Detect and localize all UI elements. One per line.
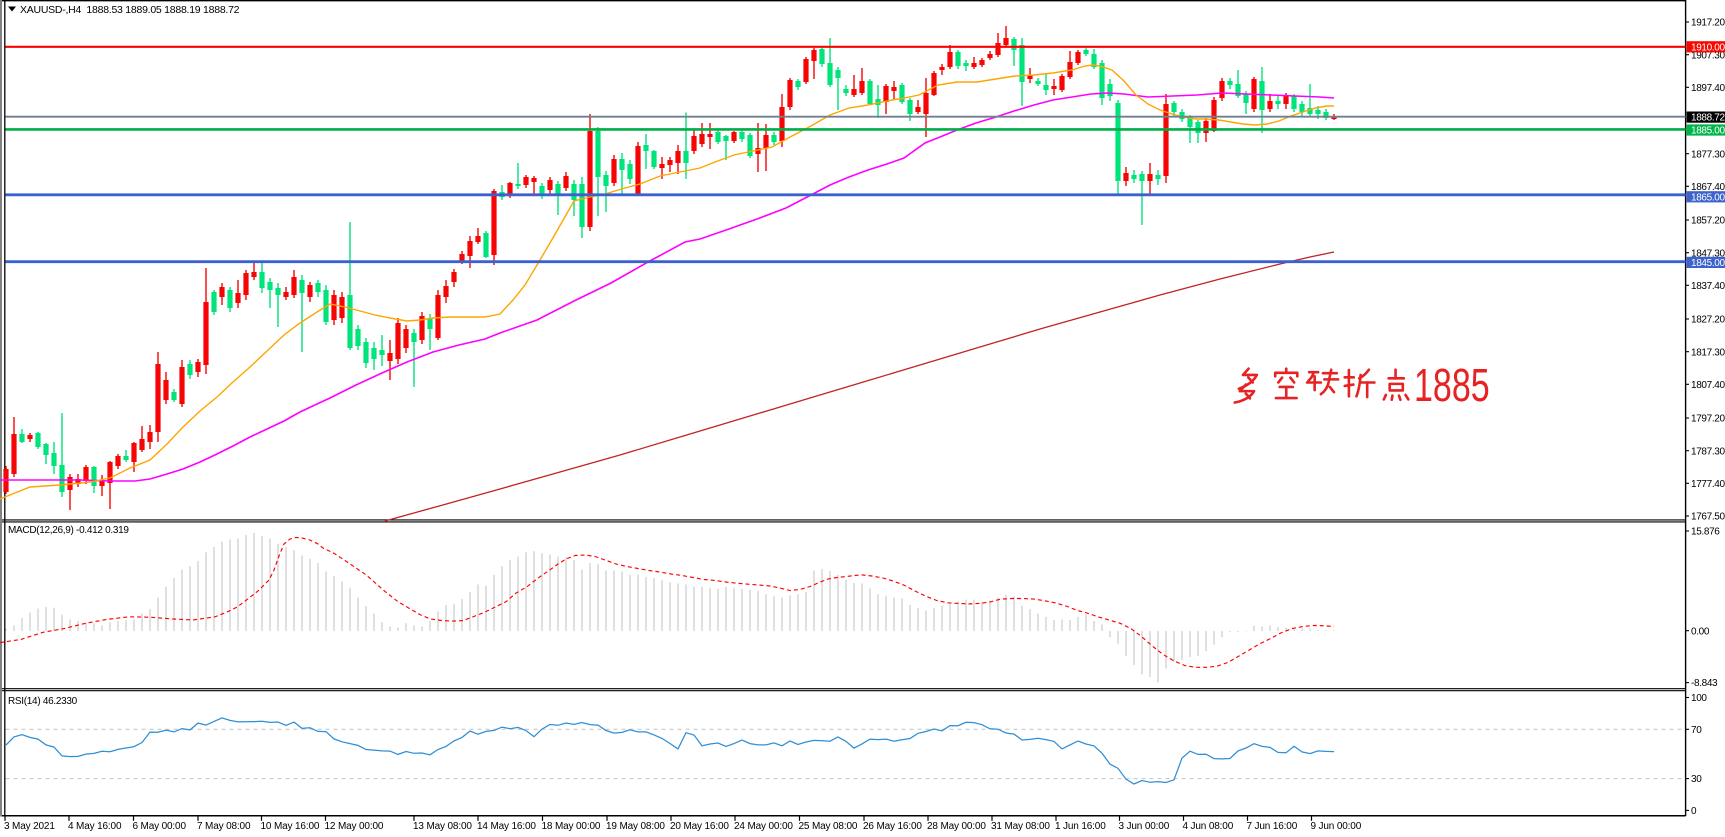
svg-text:1807.40: 1807.40 (1691, 380, 1725, 391)
svg-text:1917.20: 1917.20 (1691, 18, 1725, 29)
svg-text:15.876: 15.876 (1691, 527, 1720, 538)
svg-text:1885: 1885 (1414, 359, 1490, 411)
svg-text:6 May 00:00: 6 May 00:00 (133, 821, 187, 832)
svg-text:0: 0 (1691, 806, 1697, 817)
svg-text:19 May 08:00: 19 May 08:00 (606, 821, 665, 832)
svg-text:-8.843: -8.843 (1691, 678, 1718, 689)
svg-text:1885.00: 1885.00 (1691, 126, 1725, 137)
svg-text:7 Jun 16:00: 7 Jun 16:00 (1247, 821, 1298, 832)
svg-text:1897.40: 1897.40 (1691, 83, 1725, 94)
svg-text:13 May 08:00: 13 May 08:00 (413, 821, 472, 832)
svg-text:1865.00: 1865.00 (1691, 192, 1725, 203)
svg-text:RSI(14) 46.2330: RSI(14) 46.2330 (8, 696, 78, 707)
svg-text:31 May 08:00: 31 May 08:00 (991, 821, 1050, 832)
svg-text:1787.30: 1787.30 (1691, 446, 1725, 457)
svg-text:XAUUSD-,H4 1888.53 1889.05 18: XAUUSD-,H4 1888.53 1889.05 1888.19 1888.… (20, 4, 240, 16)
svg-text:1907.30: 1907.30 (1691, 50, 1725, 61)
svg-text:1867.40: 1867.40 (1691, 182, 1725, 193)
svg-text:24 May 00:00: 24 May 00:00 (734, 821, 793, 832)
svg-text:0.00: 0.00 (1691, 626, 1710, 637)
svg-text:18 May 00:00: 18 May 00:00 (542, 821, 601, 832)
svg-text:3 May 2021: 3 May 2021 (4, 821, 55, 832)
svg-text:4 May 16:00: 4 May 16:00 (68, 821, 122, 832)
svg-text:1797.20: 1797.20 (1691, 414, 1725, 425)
svg-text:25 May 08:00: 25 May 08:00 (799, 821, 858, 832)
svg-text:28 May 00:00: 28 May 00:00 (927, 821, 986, 832)
svg-text:1827.20: 1827.20 (1691, 315, 1725, 326)
svg-text:1817.30: 1817.30 (1691, 347, 1725, 358)
svg-text:30: 30 (1691, 774, 1702, 785)
svg-text:1888.72: 1888.72 (1691, 113, 1725, 124)
svg-text:20 May 16:00: 20 May 16:00 (670, 821, 729, 832)
svg-text:14 May 16:00: 14 May 16:00 (477, 821, 536, 832)
svg-text:1837.40: 1837.40 (1691, 281, 1725, 292)
svg-text:1 Jun 16:00: 1 Jun 16:00 (1055, 821, 1106, 832)
svg-text:9 Jun 00:00: 9 Jun 00:00 (1311, 821, 1362, 832)
svg-text:1777.40: 1777.40 (1691, 479, 1725, 490)
svg-text:3 Jun 00:00: 3 Jun 00:00 (1119, 821, 1170, 832)
svg-text:70: 70 (1691, 725, 1702, 736)
svg-text:1857.20: 1857.20 (1691, 216, 1725, 227)
svg-text:7 May 08:00: 7 May 08:00 (197, 821, 251, 832)
svg-text:12 May 00:00: 12 May 00:00 (325, 821, 384, 832)
svg-text:1877.30: 1877.30 (1691, 149, 1725, 160)
svg-text:10 May 16:00: 10 May 16:00 (261, 821, 320, 832)
svg-text:100: 100 (1691, 693, 1707, 704)
svg-text:1847.30: 1847.30 (1691, 248, 1725, 259)
svg-text:1910.00: 1910.00 (1691, 42, 1725, 53)
svg-text:MACD(12,26,9) -0.412 0.319: MACD(12,26,9) -0.412 0.319 (8, 525, 129, 536)
svg-text:1845.00: 1845.00 (1691, 258, 1725, 269)
svg-text:4 Jun 08:00: 4 Jun 08:00 (1183, 821, 1234, 832)
svg-text:1767.50: 1767.50 (1691, 512, 1725, 523)
svg-text:26 May 16:00: 26 May 16:00 (863, 821, 922, 832)
